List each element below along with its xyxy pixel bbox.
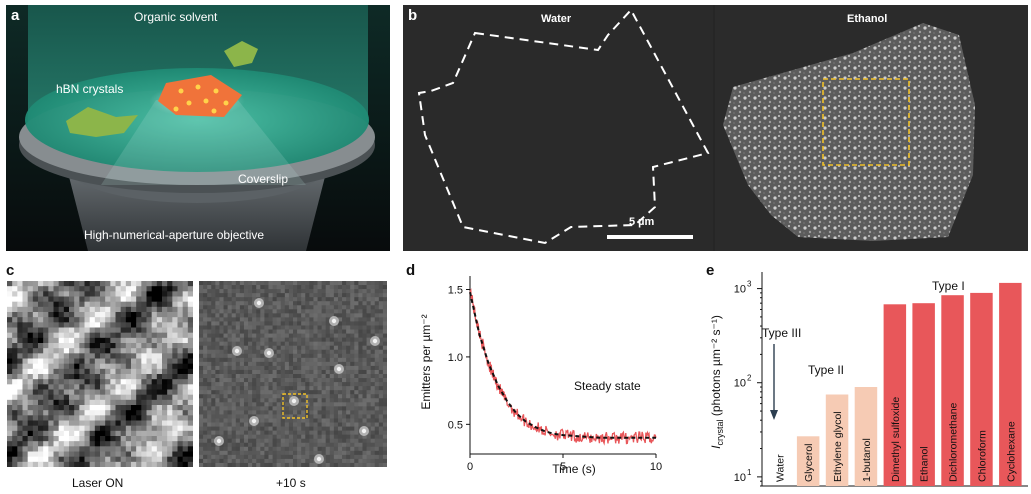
zoom-box xyxy=(282,393,308,419)
plus-10s-caption: +10 s xyxy=(276,476,306,490)
bar-label-5: Ethanol xyxy=(919,446,931,482)
panel-e-label: e xyxy=(706,262,715,279)
bar-label-4: Dimethyl sulfoxide xyxy=(890,397,902,482)
bar-8 xyxy=(999,282,1022,486)
bar-5 xyxy=(912,303,935,486)
e-tick-label: 10 xyxy=(734,472,746,484)
ethanol-zoom-box xyxy=(822,78,910,166)
ethanol-title: Ethanol xyxy=(847,13,888,25)
bar-label-0: Water xyxy=(774,454,786,482)
water-title: Water xyxy=(541,13,572,25)
type3-label: Type III xyxy=(762,326,801,340)
d-series-fit xyxy=(469,291,656,439)
panel-b-images xyxy=(403,5,1028,251)
bar-label-6: Dichloromethane xyxy=(948,402,960,482)
plus-10s-image xyxy=(199,281,387,467)
bar-label-7: Chloroform xyxy=(977,430,989,482)
bar-6 xyxy=(941,295,964,486)
emitters-line-chart: 0 5 10 0.5 1.0 1.5 Steady state Time (s) Emit… xyxy=(419,276,662,476)
d-x-tick-label: 10 xyxy=(650,461,662,473)
d-series-data xyxy=(469,288,657,446)
bar-2 xyxy=(825,394,849,486)
d-y-tick-label: 1.0 xyxy=(448,352,463,364)
bar-label-3: 1-butanol xyxy=(861,438,873,482)
type3-arrow xyxy=(770,344,778,420)
d-ylabel: Emitters per µm⁻² xyxy=(419,314,433,409)
panel-a: a Organic solvent hBN crystals Coverslip… xyxy=(6,5,390,251)
steady-state-annotation: Steady state xyxy=(574,379,641,393)
bar-label-2: Ethylene glycol xyxy=(832,411,844,482)
panel-b-label: b xyxy=(408,7,418,24)
type1-label: Type I xyxy=(932,279,965,293)
objective-label: High-numerical-aperture objective xyxy=(84,228,265,242)
laser-on-caption: Laser ON xyxy=(72,476,124,490)
laser-on-image xyxy=(7,281,193,467)
panel-d-label: d xyxy=(406,262,416,279)
e-tick-exponent: 2 xyxy=(747,374,752,383)
e-tick-label: 10 xyxy=(734,284,746,296)
d-x-tick-label: 5 xyxy=(560,461,566,473)
type2-label: Type II xyxy=(808,363,844,377)
bar-label-8: Cyclohexane xyxy=(1005,421,1017,482)
hbn-crystal-active xyxy=(158,75,242,117)
e-tick-label: 10 xyxy=(734,378,746,390)
e-ylabel: Icrystal (photons µm⁻² s⁻¹) xyxy=(709,315,725,449)
water-crystal-outline xyxy=(417,8,710,245)
e-tick-exponent: 1 xyxy=(747,468,752,477)
panel-c-label: c xyxy=(6,262,15,279)
panel-a-label: a xyxy=(11,7,20,24)
panel-a-illustration xyxy=(6,5,390,251)
scalebar-line xyxy=(607,235,693,239)
bar-1 xyxy=(796,436,820,486)
d-y-tick-label: 1.5 xyxy=(448,284,463,296)
bar-label-1: Glycerol xyxy=(803,443,815,482)
coverslip-disc xyxy=(25,68,369,172)
hbn-crystal-left xyxy=(66,107,138,137)
coverslip-label: Coverslip xyxy=(238,172,289,186)
ethanol-crystal xyxy=(723,23,975,241)
bar-3 xyxy=(854,387,878,486)
bar-7 xyxy=(970,292,993,486)
hbn-crystal-top xyxy=(224,41,258,67)
d-y-tick-label: 0.5 xyxy=(448,419,463,431)
hbn-crystals-label: hBN crystals xyxy=(56,82,124,96)
d-xlabel: Time (s) xyxy=(552,462,596,476)
e-tick-exponent: 3 xyxy=(747,280,752,289)
organic-solvent-label: Organic solvent xyxy=(134,10,218,24)
panel-b: b Water Ethanol 5 µm xyxy=(403,5,1028,251)
d-x-tick-label: 0 xyxy=(467,461,473,473)
scalebar-label: 5 µm xyxy=(629,216,655,228)
bar-4 xyxy=(883,304,907,486)
